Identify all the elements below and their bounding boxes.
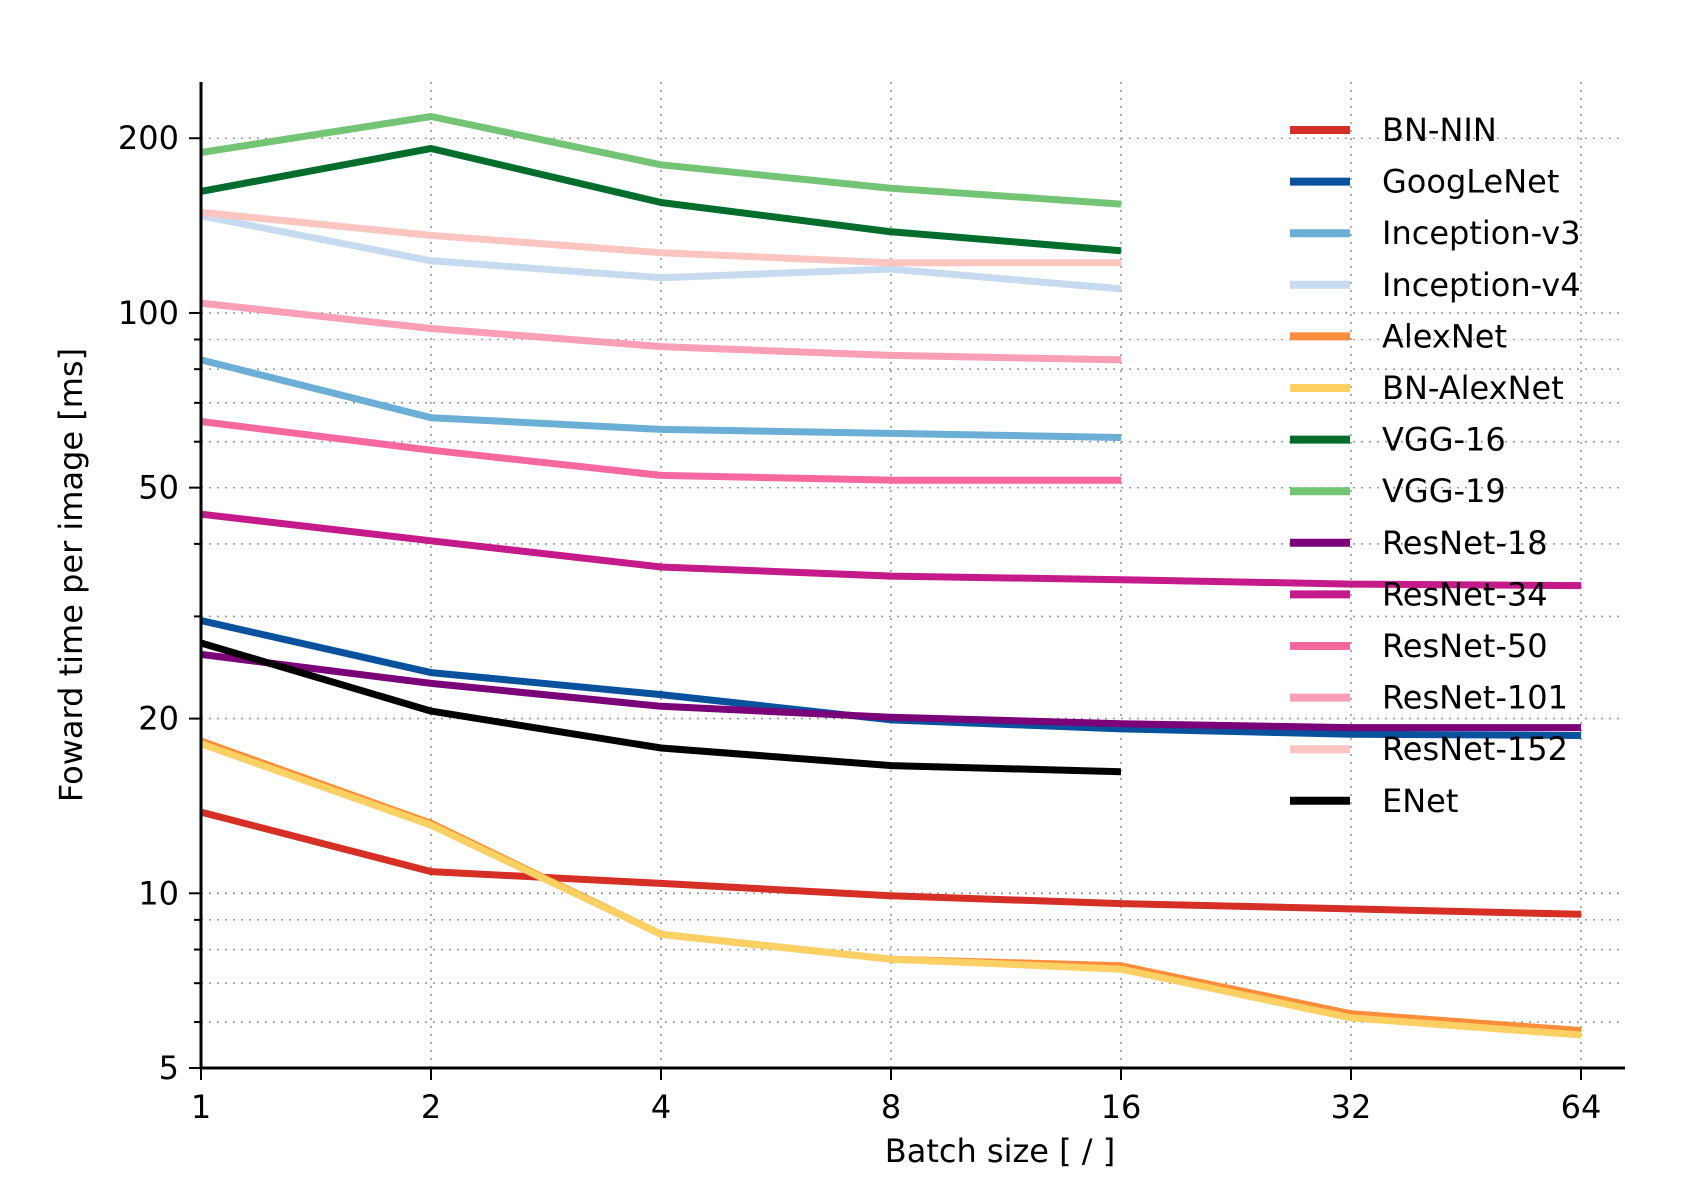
series-line-inception-v4 <box>200 212 1122 293</box>
legend-label: VGG-16 <box>1382 421 1506 459</box>
series-line-vgg-19 <box>200 113 1122 208</box>
series-line-inception-v3 <box>200 356 1122 441</box>
legend-label: ResNet-50 <box>1382 627 1548 665</box>
series-lines <box>199 113 1582 1039</box>
x-tick-label: 16 <box>1101 1088 1142 1126</box>
legend-item-resnet-101: ResNet-101 <box>1290 679 1568 717</box>
series-line-resnet-101 <box>200 299 1122 364</box>
legend-item-bn-alexnet: BN-AlexNet <box>1290 369 1564 407</box>
legend-item-bn-nin: BN-NIN <box>1290 111 1497 149</box>
legend-label: AlexNet <box>1382 317 1507 355</box>
y-tick-label: 20 <box>138 700 179 738</box>
series-line-enet <box>200 639 1122 776</box>
axes <box>189 82 1625 1080</box>
x-tick-label: 4 <box>651 1088 671 1126</box>
x-tick-label: 1 <box>191 1088 211 1126</box>
series-line-bn-alexnet <box>199 740 1582 1039</box>
legend-item-vgg-16: VGG-16 <box>1290 421 1506 459</box>
y-tick-label: 5 <box>159 1049 179 1087</box>
legend-label: Inception-v3 <box>1382 214 1581 252</box>
legend-label: BN-NIN <box>1382 111 1497 149</box>
legend-label: Inception-v4 <box>1382 266 1581 304</box>
legend-item-resnet-50: ResNet-50 <box>1290 627 1548 665</box>
tick-labels: 5 10 20 50 100 200 1 2 4 8 16 32 64 <box>118 119 1601 1126</box>
y-tick-label: 200 <box>118 119 179 157</box>
y-axis-label: Foward time per image [ms] <box>52 348 90 802</box>
legend-item-enet: ENet <box>1290 782 1458 820</box>
legend-label: ResNet-101 <box>1382 679 1568 717</box>
legend-item-googlenet: GoogLeNet <box>1290 163 1559 201</box>
series-line-vgg-16 <box>200 145 1122 255</box>
y-tick-label: 50 <box>138 469 179 507</box>
legend-label: BN-AlexNet <box>1382 369 1564 407</box>
series-line-bn-nin <box>200 808 1582 918</box>
series-line-resnet-18 <box>200 650 1581 732</box>
legend-item-resnet-152: ResNet-152 <box>1290 730 1568 768</box>
legend-label: ResNet-34 <box>1382 575 1548 613</box>
legend-label: VGG-19 <box>1382 472 1506 510</box>
x-axis-label: Batch size [ / ] <box>885 1132 1115 1170</box>
legend-item-inception-v4: Inception-v4 <box>1290 266 1581 304</box>
y-tick-label: 10 <box>138 874 179 912</box>
x-tick-label: 32 <box>1331 1088 1372 1126</box>
series-line-resnet-34 <box>200 510 1582 590</box>
series-line-resnet-50 <box>200 418 1121 484</box>
legend-item-alexnet: AlexNet <box>1290 317 1507 355</box>
x-tick-label: 64 <box>1561 1088 1602 1126</box>
legend-item-vgg-19: VGG-19 <box>1290 472 1506 510</box>
legend-label: ENet <box>1382 782 1458 820</box>
x-tick-label: 2 <box>421 1088 441 1126</box>
y-tick-label: 100 <box>118 294 179 332</box>
legend-item-inception-v3: Inception-v3 <box>1290 214 1581 252</box>
legend-item-resnet-34: ResNet-34 <box>1290 575 1548 613</box>
series-line-resnet-152 <box>200 208 1121 267</box>
legend: BN-NIN GoogLeNet Inception-v3 Inception-v4 A… <box>1290 111 1581 820</box>
legend-label: ResNet-18 <box>1382 524 1548 562</box>
legend-label: ResNet-152 <box>1382 730 1568 768</box>
x-tick-label: 8 <box>881 1088 901 1126</box>
legend-label: GoogLeNet <box>1382 163 1559 201</box>
legend-item-resnet-18: ResNet-18 <box>1290 524 1548 562</box>
